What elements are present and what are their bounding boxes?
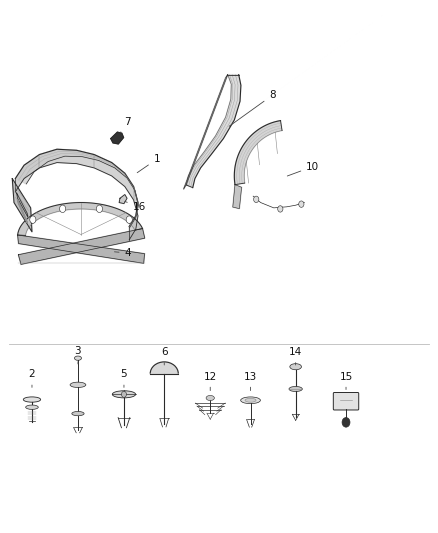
Circle shape — [30, 216, 36, 223]
Ellipse shape — [245, 398, 256, 402]
Circle shape — [299, 201, 304, 207]
Text: 5: 5 — [120, 369, 127, 387]
Text: 15: 15 — [339, 372, 353, 390]
Ellipse shape — [112, 391, 136, 398]
Text: 4: 4 — [114, 248, 131, 258]
Polygon shape — [234, 120, 282, 184]
Text: 13: 13 — [244, 372, 257, 391]
Polygon shape — [150, 362, 178, 374]
Ellipse shape — [26, 405, 38, 409]
Polygon shape — [119, 195, 127, 204]
Polygon shape — [184, 75, 228, 189]
Ellipse shape — [70, 382, 86, 387]
Polygon shape — [18, 203, 142, 236]
Polygon shape — [18, 200, 27, 223]
Text: 16: 16 — [125, 201, 146, 212]
Polygon shape — [17, 193, 28, 217]
Polygon shape — [18, 229, 145, 264]
Ellipse shape — [290, 364, 301, 370]
FancyBboxPatch shape — [333, 392, 359, 410]
Text: 10: 10 — [287, 161, 319, 176]
Circle shape — [126, 216, 132, 223]
Polygon shape — [12, 179, 32, 232]
Text: 8: 8 — [229, 90, 276, 126]
Ellipse shape — [240, 397, 260, 403]
Ellipse shape — [206, 395, 214, 400]
Ellipse shape — [74, 356, 81, 360]
Polygon shape — [15, 149, 138, 228]
Ellipse shape — [72, 411, 84, 416]
Text: 2: 2 — [28, 369, 35, 387]
Polygon shape — [111, 132, 124, 144]
Text: 1: 1 — [137, 154, 160, 173]
Circle shape — [278, 206, 283, 212]
Text: 14: 14 — [289, 347, 302, 365]
Ellipse shape — [289, 386, 302, 392]
Circle shape — [254, 196, 259, 203]
Text: 12: 12 — [204, 372, 217, 391]
Circle shape — [342, 417, 350, 427]
Ellipse shape — [23, 397, 41, 402]
Text: 7: 7 — [121, 117, 131, 132]
Circle shape — [60, 205, 66, 213]
Polygon shape — [186, 75, 241, 188]
Text: 6: 6 — [161, 347, 168, 365]
Polygon shape — [233, 184, 242, 208]
Polygon shape — [15, 149, 138, 240]
Circle shape — [96, 205, 102, 213]
Polygon shape — [18, 235, 145, 263]
Text: 3: 3 — [74, 346, 81, 364]
Circle shape — [121, 391, 127, 398]
